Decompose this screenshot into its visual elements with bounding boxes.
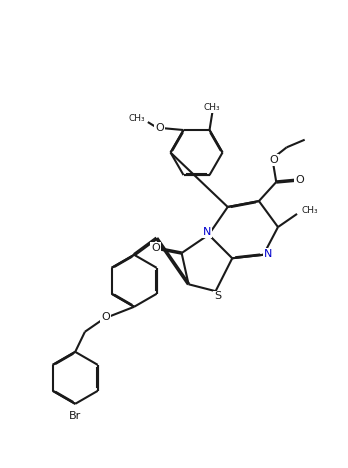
Text: O: O bbox=[295, 175, 304, 184]
Text: Br: Br bbox=[69, 411, 81, 422]
Text: O: O bbox=[101, 312, 110, 322]
Text: CH₃: CH₃ bbox=[301, 206, 318, 215]
Text: O: O bbox=[269, 155, 278, 165]
Text: O: O bbox=[155, 123, 164, 132]
Text: S: S bbox=[214, 292, 221, 301]
Text: CH₃: CH₃ bbox=[204, 103, 221, 112]
Text: O: O bbox=[151, 242, 160, 253]
Text: N: N bbox=[203, 227, 211, 237]
Text: N: N bbox=[264, 249, 272, 259]
Text: CH₃: CH₃ bbox=[128, 114, 145, 123]
